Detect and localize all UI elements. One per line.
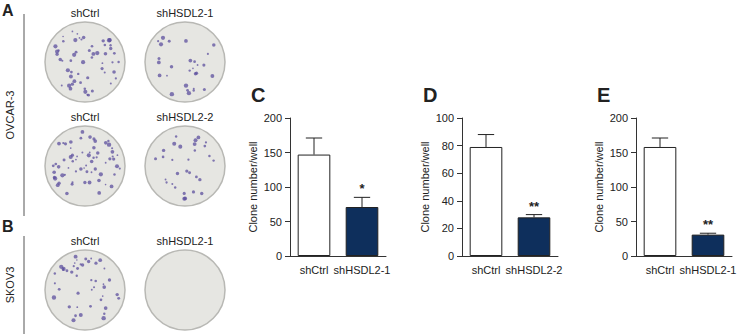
svg-text:20: 20 <box>442 222 454 234</box>
svg-text:80: 80 <box>442 140 454 152</box>
svg-text:shHSDL2-1: shHSDL2-1 <box>157 7 214 19</box>
svg-text:0: 0 <box>448 250 454 262</box>
svg-text:shCtrl: shCtrl <box>71 111 100 123</box>
svg-text:shHSDL2-2: shHSDL2-2 <box>157 111 214 123</box>
svg-text:Clone number/well: Clone number/well <box>419 141 431 232</box>
svg-text:100: 100 <box>264 181 282 193</box>
svg-text:*: * <box>359 181 365 196</box>
svg-text:OVCAR-3: OVCAR-3 <box>4 91 16 140</box>
svg-text:shCtrl: shCtrl <box>472 264 501 276</box>
svg-text:100: 100 <box>436 112 454 124</box>
svg-text:0: 0 <box>622 250 628 262</box>
svg-text:shCtrl: shCtrl <box>71 235 100 247</box>
svg-text:60: 60 <box>442 167 454 179</box>
svg-text:shCtrl: shCtrl <box>71 7 100 19</box>
svg-text:shHSDL2-1: shHSDL2-1 <box>334 264 391 276</box>
svg-text:D: D <box>423 84 437 106</box>
svg-text:B: B <box>2 218 14 235</box>
svg-text:SKOV3: SKOV3 <box>4 267 16 304</box>
svg-text:150: 150 <box>610 147 628 159</box>
svg-text:shHSDL2-1: shHSDL2-1 <box>680 264 737 276</box>
svg-text:200: 200 <box>610 112 628 124</box>
svg-text:Clone number/well: Clone number/well <box>593 141 605 232</box>
svg-text:100: 100 <box>610 181 628 193</box>
svg-text:shCtrl: shCtrl <box>300 264 329 276</box>
svg-text:C: C <box>251 84 265 106</box>
svg-text:**: ** <box>703 217 714 232</box>
svg-text:shCtrl: shCtrl <box>646 264 675 276</box>
svg-text:0: 0 <box>276 250 282 262</box>
svg-text:**: ** <box>529 199 540 214</box>
svg-text:150: 150 <box>264 147 282 159</box>
svg-text:Clone number/well: Clone number/well <box>247 141 259 232</box>
svg-text:shHSDL2-1: shHSDL2-1 <box>157 235 214 247</box>
svg-text:shHSDL2-2: shHSDL2-2 <box>506 264 563 276</box>
svg-text:E: E <box>597 84 610 106</box>
svg-text:50: 50 <box>270 216 282 228</box>
svg-text:50: 50 <box>616 216 628 228</box>
svg-text:40: 40 <box>442 195 454 207</box>
svg-text:200: 200 <box>264 112 282 124</box>
svg-text:A: A <box>2 2 14 19</box>
